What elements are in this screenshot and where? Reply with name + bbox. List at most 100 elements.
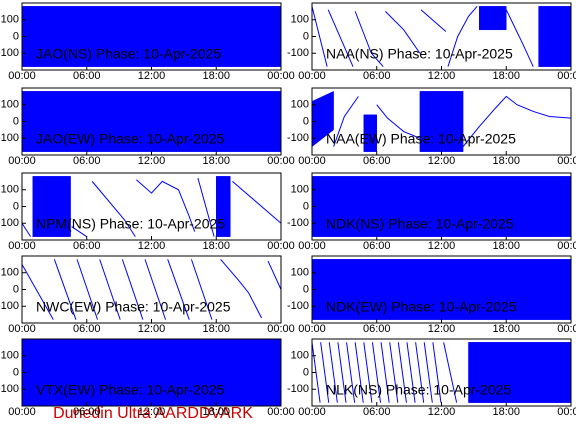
y-tick-label: -100 — [0, 383, 19, 395]
y-tick-label: -100 — [0, 132, 19, 144]
y-tick-label: 100 — [291, 350, 309, 362]
x-tick-label: 06:00 — [73, 240, 101, 252]
x-tick-label: 00:00 — [557, 240, 576, 252]
x-tick-label: 12:00 — [138, 70, 166, 82]
panel: -100010000:0006:0012:0018:0000:00JAO(NS)… — [0, 2, 295, 82]
x-tick-label: 06:00 — [73, 155, 101, 167]
x-tick-label: 18:00 — [202, 70, 230, 82]
x-tick-label: 06:00 — [363, 240, 391, 252]
x-tick-label: 12:00 — [138, 323, 166, 335]
x-tick-label: 00:00 — [8, 323, 36, 335]
x-tick-label: 00:00 — [298, 406, 326, 418]
y-tick-label: 0 — [13, 115, 19, 127]
y-tick-label: 100 — [1, 14, 19, 26]
plot-area — [22, 259, 281, 320]
x-tick-label: 00:00 — [557, 323, 576, 335]
phase-band — [22, 339, 281, 406]
phase-band — [312, 90, 334, 147]
x-tick-label: 18:00 — [492, 70, 520, 82]
y-tick-label: 0 — [13, 366, 19, 378]
x-tick-label: 00:00 — [8, 70, 36, 82]
x-tick-label: 12:00 — [428, 406, 456, 418]
x-tick-label: 00:00 — [298, 70, 326, 82]
phase-band — [538, 6, 571, 67]
panel: -100010000:0006:0012:0018:0000:00NPM(NS)… — [0, 172, 295, 252]
panel: -100010000:0006:0012:0018:0000:00NDK(EW)… — [287, 255, 576, 335]
plot-area — [312, 259, 571, 320]
x-tick-label: 06:00 — [363, 323, 391, 335]
panel: -100010000:0006:0012:0018:0000:00VTX(EW)… — [0, 338, 295, 418]
panel: -100010000:0006:0012:0018:0000:00NAA(NS)… — [287, 2, 576, 82]
panel: -100010000:0006:0012:0018:0000:00NAA(EW)… — [287, 87, 576, 167]
x-tick-label: 12:00 — [428, 155, 456, 167]
phase-band — [22, 6, 281, 67]
phase-band — [312, 259, 571, 320]
x-tick-label: 06:00 — [363, 70, 391, 82]
x-tick-label: 18:00 — [492, 406, 520, 418]
plot-area — [312, 6, 571, 67]
y-tick-label: -100 — [0, 300, 19, 312]
x-tick-label: 12:00 — [138, 406, 166, 418]
x-tick-label: 00:00 — [298, 323, 326, 335]
x-tick-label: 06:00 — [73, 70, 101, 82]
phase-band — [312, 176, 571, 237]
x-tick-label: 12:00 — [138, 240, 166, 252]
y-tick-label: 0 — [13, 200, 19, 212]
x-tick-label: 00:00 — [267, 70, 295, 82]
y-tick-label: 0 — [303, 30, 309, 42]
y-tick-label: -100 — [287, 300, 309, 312]
y-tick-label: 100 — [291, 267, 309, 279]
x-tick-label: 00:00 — [8, 406, 36, 418]
y-tick-label: -100 — [287, 132, 309, 144]
x-tick-label: 18:00 — [202, 155, 230, 167]
x-tick-label: 00:00 — [267, 240, 295, 252]
phase-line — [333, 95, 571, 147]
y-tick-label: 100 — [291, 99, 309, 111]
plot-area — [22, 6, 281, 67]
plot-area — [312, 90, 571, 152]
x-tick-label: 00:00 — [267, 155, 295, 167]
y-tick-label: -100 — [287, 217, 309, 229]
panel-title: VTX(EW) Phase: 10-Apr-2025 — [36, 382, 225, 398]
plot-area — [312, 176, 571, 237]
x-tick-label: 18:00 — [202, 406, 230, 418]
y-tick-label: -100 — [287, 47, 309, 59]
x-tick-label: 06:00 — [73, 406, 101, 418]
panel-title: NAA(EW) Phase: 10-Apr-2025 — [326, 131, 516, 147]
x-tick-label: 00:00 — [8, 240, 36, 252]
x-tick-label: 12:00 — [428, 70, 456, 82]
y-tick-label: 100 — [1, 267, 19, 279]
y-tick-label: -100 — [0, 47, 19, 59]
panel: -100010000:0006:0012:0018:0000:00NWC(EW)… — [0, 255, 295, 335]
y-tick-label: 100 — [1, 350, 19, 362]
panel-title: NDK(NS) Phase: 10-Apr-2025 — [326, 216, 514, 232]
phase-line — [22, 259, 281, 320]
x-tick-label: 18:00 — [202, 240, 230, 252]
footer: Dunedin Ultra AARDDVARK — [53, 405, 253, 422]
x-tick-label: 00:00 — [557, 70, 576, 82]
x-tick-label: 18:00 — [492, 155, 520, 167]
x-tick-label: 12:00 — [428, 240, 456, 252]
y-tick-label: 0 — [303, 200, 309, 212]
y-tick-label: 100 — [1, 184, 19, 196]
plot-area — [22, 91, 281, 152]
y-tick-label: 100 — [291, 14, 309, 26]
y-tick-label: 100 — [1, 99, 19, 111]
y-tick-label: 0 — [303, 366, 309, 378]
panel: -100010000:0006:0012:0018:0000:00NDK(NS)… — [287, 172, 576, 252]
x-tick-label: 00:00 — [267, 406, 295, 418]
x-tick-label: 06:00 — [363, 406, 391, 418]
phase-band — [468, 342, 571, 403]
panel-title: NPM(NS) Phase: 10-Apr-2025 — [36, 216, 225, 232]
y-tick-label: 0 — [303, 283, 309, 295]
x-tick-label: 00:00 — [267, 323, 295, 335]
panel: -100010000:0006:0012:0018:0000:00NLK(NS)… — [287, 338, 576, 418]
phase-line — [22, 177, 281, 238]
y-tick-label: -100 — [287, 383, 309, 395]
panel-title: NAA(NS) Phase: 10-Apr-2025 — [326, 46, 513, 62]
x-tick-label: 18:00 — [492, 323, 520, 335]
phase-band — [419, 91, 464, 152]
y-tick-label: 0 — [13, 30, 19, 42]
x-tick-label: 18:00 — [202, 323, 230, 335]
x-tick-label: 12:00 — [428, 323, 456, 335]
